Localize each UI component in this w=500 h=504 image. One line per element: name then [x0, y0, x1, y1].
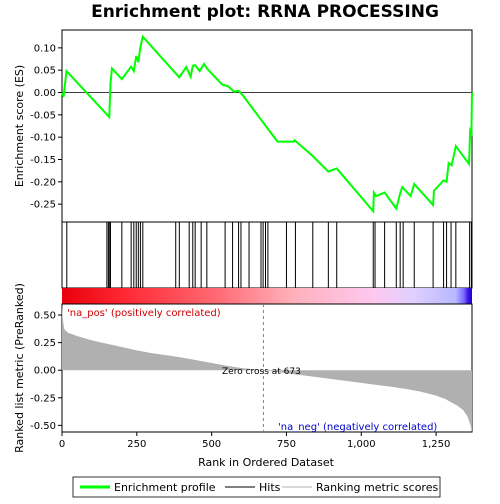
es-y-tick-label: 0.00	[34, 88, 56, 99]
chart-title: Enrichment plot: RRNA PROCESSING	[91, 2, 439, 22]
legend-label-hits: Hits	[259, 481, 281, 494]
metric-y-tick-label: -0.50	[30, 421, 56, 432]
metric-y-axis-title: Ranked list metric (PreRanked)	[13, 283, 26, 453]
es-y-tick-label: 0.05	[34, 66, 56, 77]
metric-x-tick-label: 0	[59, 439, 65, 450]
metric-x-tick-label: 500	[202, 439, 221, 450]
legend-label-ranking: Ranking metric scores	[316, 481, 438, 494]
metric-x-tick-label: 1,250	[422, 439, 451, 450]
es-panel: 0.10 0.05 0.00 -0.05 -0.10 -0.15 -0.20 -0.25 En…	[13, 29, 473, 223]
metric-x-axis-title: Rank in Ordered Dataset	[198, 456, 335, 469]
es-y-axis-title: Enrichment score (ES)	[13, 65, 26, 187]
es-y-tick-label: 0.10	[34, 43, 56, 54]
metric-y-tick-label: 0.00	[34, 366, 56, 377]
metric-y-axis: 0.50 0.25 0.00 -0.25 -0.50	[30, 311, 62, 432]
metric-x-tick-label: 1,000	[347, 439, 376, 450]
es-y-axis: 0.10 0.05 0.00 -0.05 -0.10 -0.15 -0.20 -0.25	[30, 43, 62, 211]
metric-x-tick-label: 250	[127, 439, 146, 450]
negative-correlation-label: 'na_neg' (negatively correlated)	[278, 422, 437, 433]
hits-frame	[61, 221, 473, 289]
es-y-tick-label: -0.25	[30, 200, 56, 211]
es-y-tick-label: -0.05	[30, 110, 56, 121]
metric-y-tick-label: -0.25	[30, 393, 56, 404]
legend-label-enrichment: Enrichment profile	[114, 481, 216, 494]
enrichment-profile-line	[61, 34, 473, 214]
ranked-metric-panel: 0.50 0.25 0.00 -0.25 -0.50 0 250 500 750 1,000 1,…	[13, 283, 473, 469]
metric-x-axis: 0 250 500 750 1,000 1,250	[59, 432, 451, 450]
ranking-colorbar	[62, 288, 472, 304]
metric-y-tick-label: 0.25	[34, 338, 56, 349]
hits-panel	[61, 221, 473, 304]
es-y-tick-label: -0.10	[30, 133, 56, 144]
zero-cross-label: Zero cross at 673	[222, 367, 301, 377]
metric-x-tick-label: 750	[277, 439, 296, 450]
legend-box	[72, 476, 441, 498]
ranking-metric-area	[62, 304, 472, 432]
es-y-tick-label: -0.15	[30, 155, 56, 166]
metric-y-tick-label: 0.50	[34, 311, 56, 322]
hit-lines	[66, 222, 472, 288]
es-y-tick-label: -0.20	[30, 177, 56, 188]
legend: Enrichment profile Hits Ranking metric s…	[72, 476, 441, 498]
positive-correlation-label: 'na_pos' (positively correlated)	[67, 308, 221, 319]
